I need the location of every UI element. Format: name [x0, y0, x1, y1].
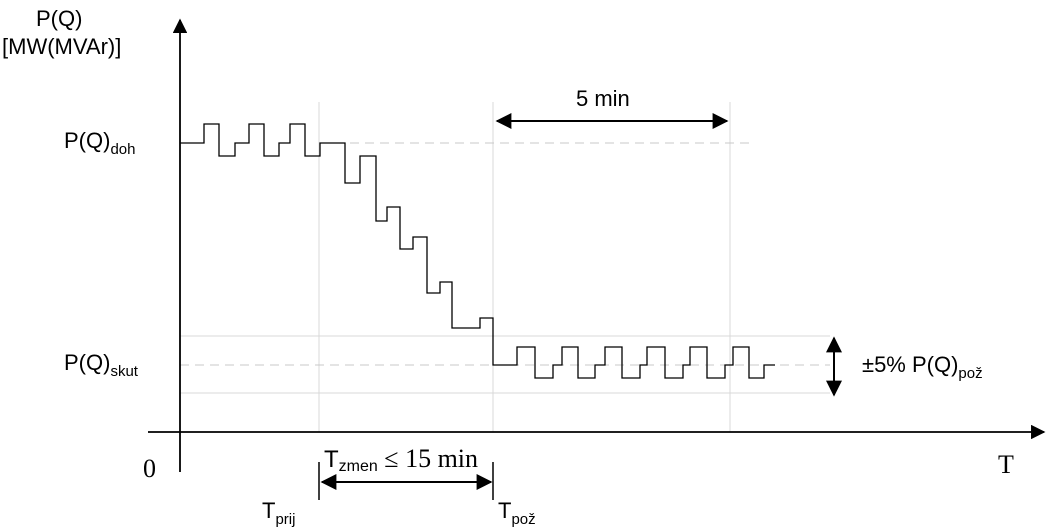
- tolerance-label-sub: pož: [958, 365, 983, 382]
- tpoz-label-sub: pož: [511, 511, 536, 528]
- tpoz-label-base: T: [498, 498, 512, 523]
- tzmen-label-base: T: [324, 446, 339, 473]
- level-high-label-base: P(Q): [64, 128, 111, 153]
- level-high-label-sub: doh: [110, 141, 136, 158]
- level-high-label: P(Q)doh: [64, 128, 135, 158]
- origin-label: 0: [143, 454, 156, 483]
- level-low-label-sub: skut: [110, 363, 138, 380]
- level-low-label-base: P(Q): [64, 350, 111, 375]
- y-axis-label-line2: [MW(MVAr)]: [2, 34, 122, 59]
- tprij-label: Tprij: [262, 498, 295, 528]
- five-min-label: 5 min: [576, 86, 630, 111]
- tzmen-label-sub: zmen: [338, 458, 378, 475]
- level-low-label: P(Q)skut: [64, 350, 138, 380]
- tprij-label-sub: prij: [275, 511, 296, 528]
- tolerance-label-base: ±5% P(Q): [862, 352, 959, 377]
- step-response-signal: [180, 123, 775, 379]
- tzmen-label: Tzmen ≤ 15 min: [324, 444, 479, 475]
- y-axis-label-line1: P(Q): [36, 6, 83, 31]
- tzmen-label-rest: ≤ 15 min: [377, 444, 479, 473]
- x-axis-label: T: [998, 450, 1014, 479]
- tpoz-label: Tpož: [498, 498, 536, 528]
- tprij-label-base: T: [262, 498, 276, 523]
- tolerance-label: ±5% P(Q)pož: [862, 352, 983, 382]
